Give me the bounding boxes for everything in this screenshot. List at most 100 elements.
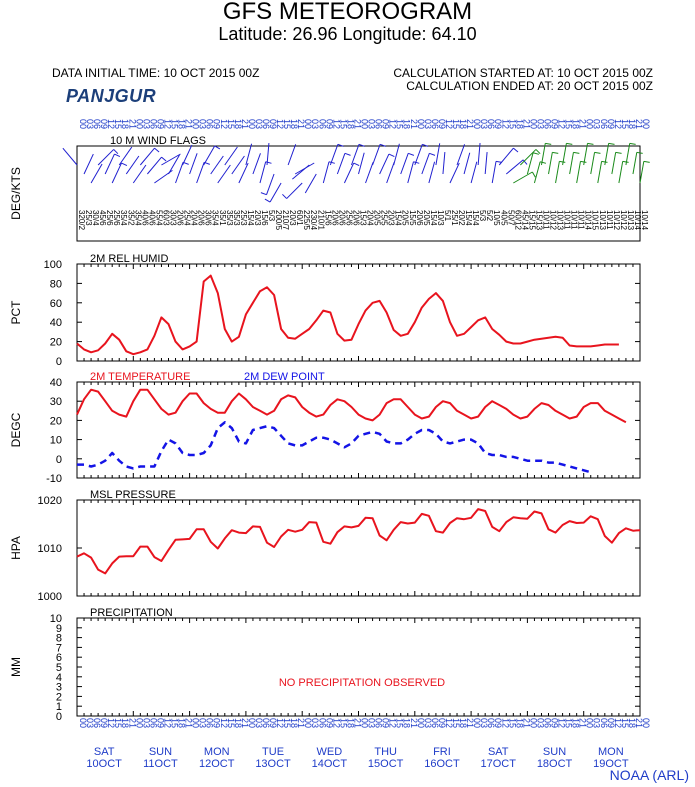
precip-ylabel: MM bbox=[9, 657, 23, 677]
wind-flag-barb bbox=[622, 160, 629, 163]
wind-value-label: 60/12 bbox=[513, 210, 522, 231]
wind-panel-title: 10 M WIND FLAGS bbox=[110, 135, 206, 147]
wind-flag-staff bbox=[562, 143, 567, 166]
top-hour-label: 03 bbox=[535, 119, 545, 129]
wind-flag-staff bbox=[463, 152, 471, 175]
wind-flag-barb bbox=[161, 156, 167, 162]
top-hour-label: 21 bbox=[240, 119, 250, 129]
top-hour-label: 03 bbox=[367, 119, 377, 129]
day-date-label: 13OCT bbox=[255, 758, 291, 770]
day-of-week-label: MON bbox=[204, 746, 230, 758]
top-hour-label: 06 bbox=[599, 119, 609, 129]
top-hour-label: 06 bbox=[205, 119, 215, 129]
wind-value-label: 10/15 bbox=[591, 210, 600, 231]
bottom-hour-label: 00 bbox=[528, 718, 538, 728]
wind-flag-staff bbox=[287, 144, 297, 166]
wind-value-label: 210/1 bbox=[316, 210, 325, 231]
bottom-hour-label: 15 bbox=[282, 718, 292, 728]
wind-flag-staff bbox=[83, 153, 94, 175]
bottom-hour-label: 15 bbox=[226, 718, 236, 728]
wind-flag-staff bbox=[358, 152, 365, 175]
wind-flag-staff bbox=[259, 161, 267, 184]
humidity-panel-title: 2M REL HUMID bbox=[90, 253, 168, 265]
top-hour-label: 21 bbox=[296, 119, 306, 129]
wind-flag-barb bbox=[422, 143, 429, 147]
wind-value-label: 25/5 bbox=[380, 210, 389, 226]
wind-flag-staff bbox=[505, 159, 524, 175]
bottom-hour-label: 18 bbox=[627, 718, 637, 728]
wind-value-label: 10/11 bbox=[570, 210, 579, 230]
humidity-line bbox=[76, 274, 619, 356]
wind-value-label: 15/13 bbox=[534, 210, 543, 231]
bottom-hour-label: 00 bbox=[585, 718, 595, 728]
top-hour-label: 09 bbox=[437, 119, 447, 129]
wind-flag-staff bbox=[266, 173, 275, 195]
wind-value-label: 10/11 bbox=[605, 210, 614, 230]
wind-flag-staff bbox=[217, 164, 231, 184]
wind-value-label: 25/4 bbox=[183, 210, 192, 226]
wind-value-label: 30/3 bbox=[168, 210, 177, 226]
wind-value-label: 10/11 bbox=[563, 210, 572, 230]
y-tick-label: 100 bbox=[44, 259, 62, 271]
y-tick-label: -10 bbox=[46, 473, 62, 485]
y-tick-label: 80 bbox=[50, 278, 62, 290]
wind-value-label: 25/3 bbox=[239, 210, 248, 226]
wind-flag-staff bbox=[196, 162, 205, 184]
bottom-hour-label: 15 bbox=[395, 718, 405, 728]
wind-value-label: 20/6 bbox=[351, 210, 360, 226]
wind-flag-barb bbox=[413, 161, 420, 164]
y-tick-label: 4 bbox=[56, 672, 62, 684]
wind-flag-barb bbox=[344, 152, 351, 156]
wind-value-label: 230/4 bbox=[309, 210, 318, 231]
day-date-label: 14OCT bbox=[312, 758, 348, 770]
wind-value-label: 20/6 bbox=[176, 210, 185, 226]
top-hour-label: 03 bbox=[254, 119, 264, 129]
wind-flag-staff bbox=[597, 161, 603, 184]
wind-value-label: 15/4 bbox=[471, 210, 480, 226]
bottom-hour-label: 21 bbox=[127, 718, 137, 728]
wind-flag-staff bbox=[269, 182, 282, 203]
wind-value-label: 5/1 bbox=[443, 210, 452, 222]
top-hour-label: 12 bbox=[444, 119, 454, 129]
wind-flag-staff bbox=[304, 173, 317, 194]
bottom-hour-label: 03 bbox=[592, 718, 602, 728]
wind-flag-barb bbox=[121, 162, 128, 167]
wind-flag-barb bbox=[379, 143, 386, 147]
wind-value-label: 30/6 bbox=[204, 210, 213, 226]
top-hour-label: 09 bbox=[381, 119, 391, 129]
wind-flag-barb bbox=[358, 143, 365, 147]
wind-flag-staff bbox=[132, 164, 147, 184]
wind-flag-barb bbox=[337, 143, 344, 147]
wind-value-label: 15/4 bbox=[464, 210, 473, 226]
top-hour-label: 21 bbox=[352, 119, 362, 129]
wind-flag-staff bbox=[625, 143, 631, 166]
wind-flag-barb bbox=[559, 160, 566, 163]
y-tick-label: 40 bbox=[50, 377, 62, 389]
wind-flag-barb bbox=[114, 153, 121, 158]
wind-flag-staff bbox=[491, 161, 497, 184]
wind-flag-barb bbox=[388, 153, 395, 158]
bottom-hour-label: 21 bbox=[465, 718, 475, 728]
bottom-hour-label: 09 bbox=[155, 718, 165, 728]
wind-flag-staff bbox=[548, 152, 553, 175]
top-hour-label: 09 bbox=[550, 119, 560, 129]
wind-value-label: 20/2 bbox=[457, 210, 466, 226]
temperature-panel-frame bbox=[76, 381, 641, 479]
top-hour-label: 06 bbox=[430, 119, 440, 129]
bottom-hour-label: 09 bbox=[324, 718, 334, 728]
wind-flag-staff bbox=[513, 171, 533, 184]
y-tick-label: 8 bbox=[56, 633, 62, 645]
temperature-ylabel: DEGC bbox=[9, 412, 23, 447]
wind-flag-staff bbox=[520, 149, 537, 166]
top-hour-label: 09 bbox=[155, 119, 165, 129]
day-date-label: 19OCT bbox=[593, 758, 629, 770]
wind-flag-staff bbox=[449, 162, 460, 184]
top-hour-label: 12 bbox=[275, 119, 285, 129]
wind-flag-staff bbox=[118, 146, 133, 166]
wind-value-label: 10/13 bbox=[626, 210, 635, 231]
y-tick-label: 20 bbox=[50, 415, 62, 427]
day-of-week-label: WED bbox=[317, 746, 343, 758]
bottom-hour-label: 21 bbox=[296, 718, 306, 728]
wind-flag-staff bbox=[125, 155, 140, 175]
top-hour-label: 09 bbox=[324, 119, 334, 129]
